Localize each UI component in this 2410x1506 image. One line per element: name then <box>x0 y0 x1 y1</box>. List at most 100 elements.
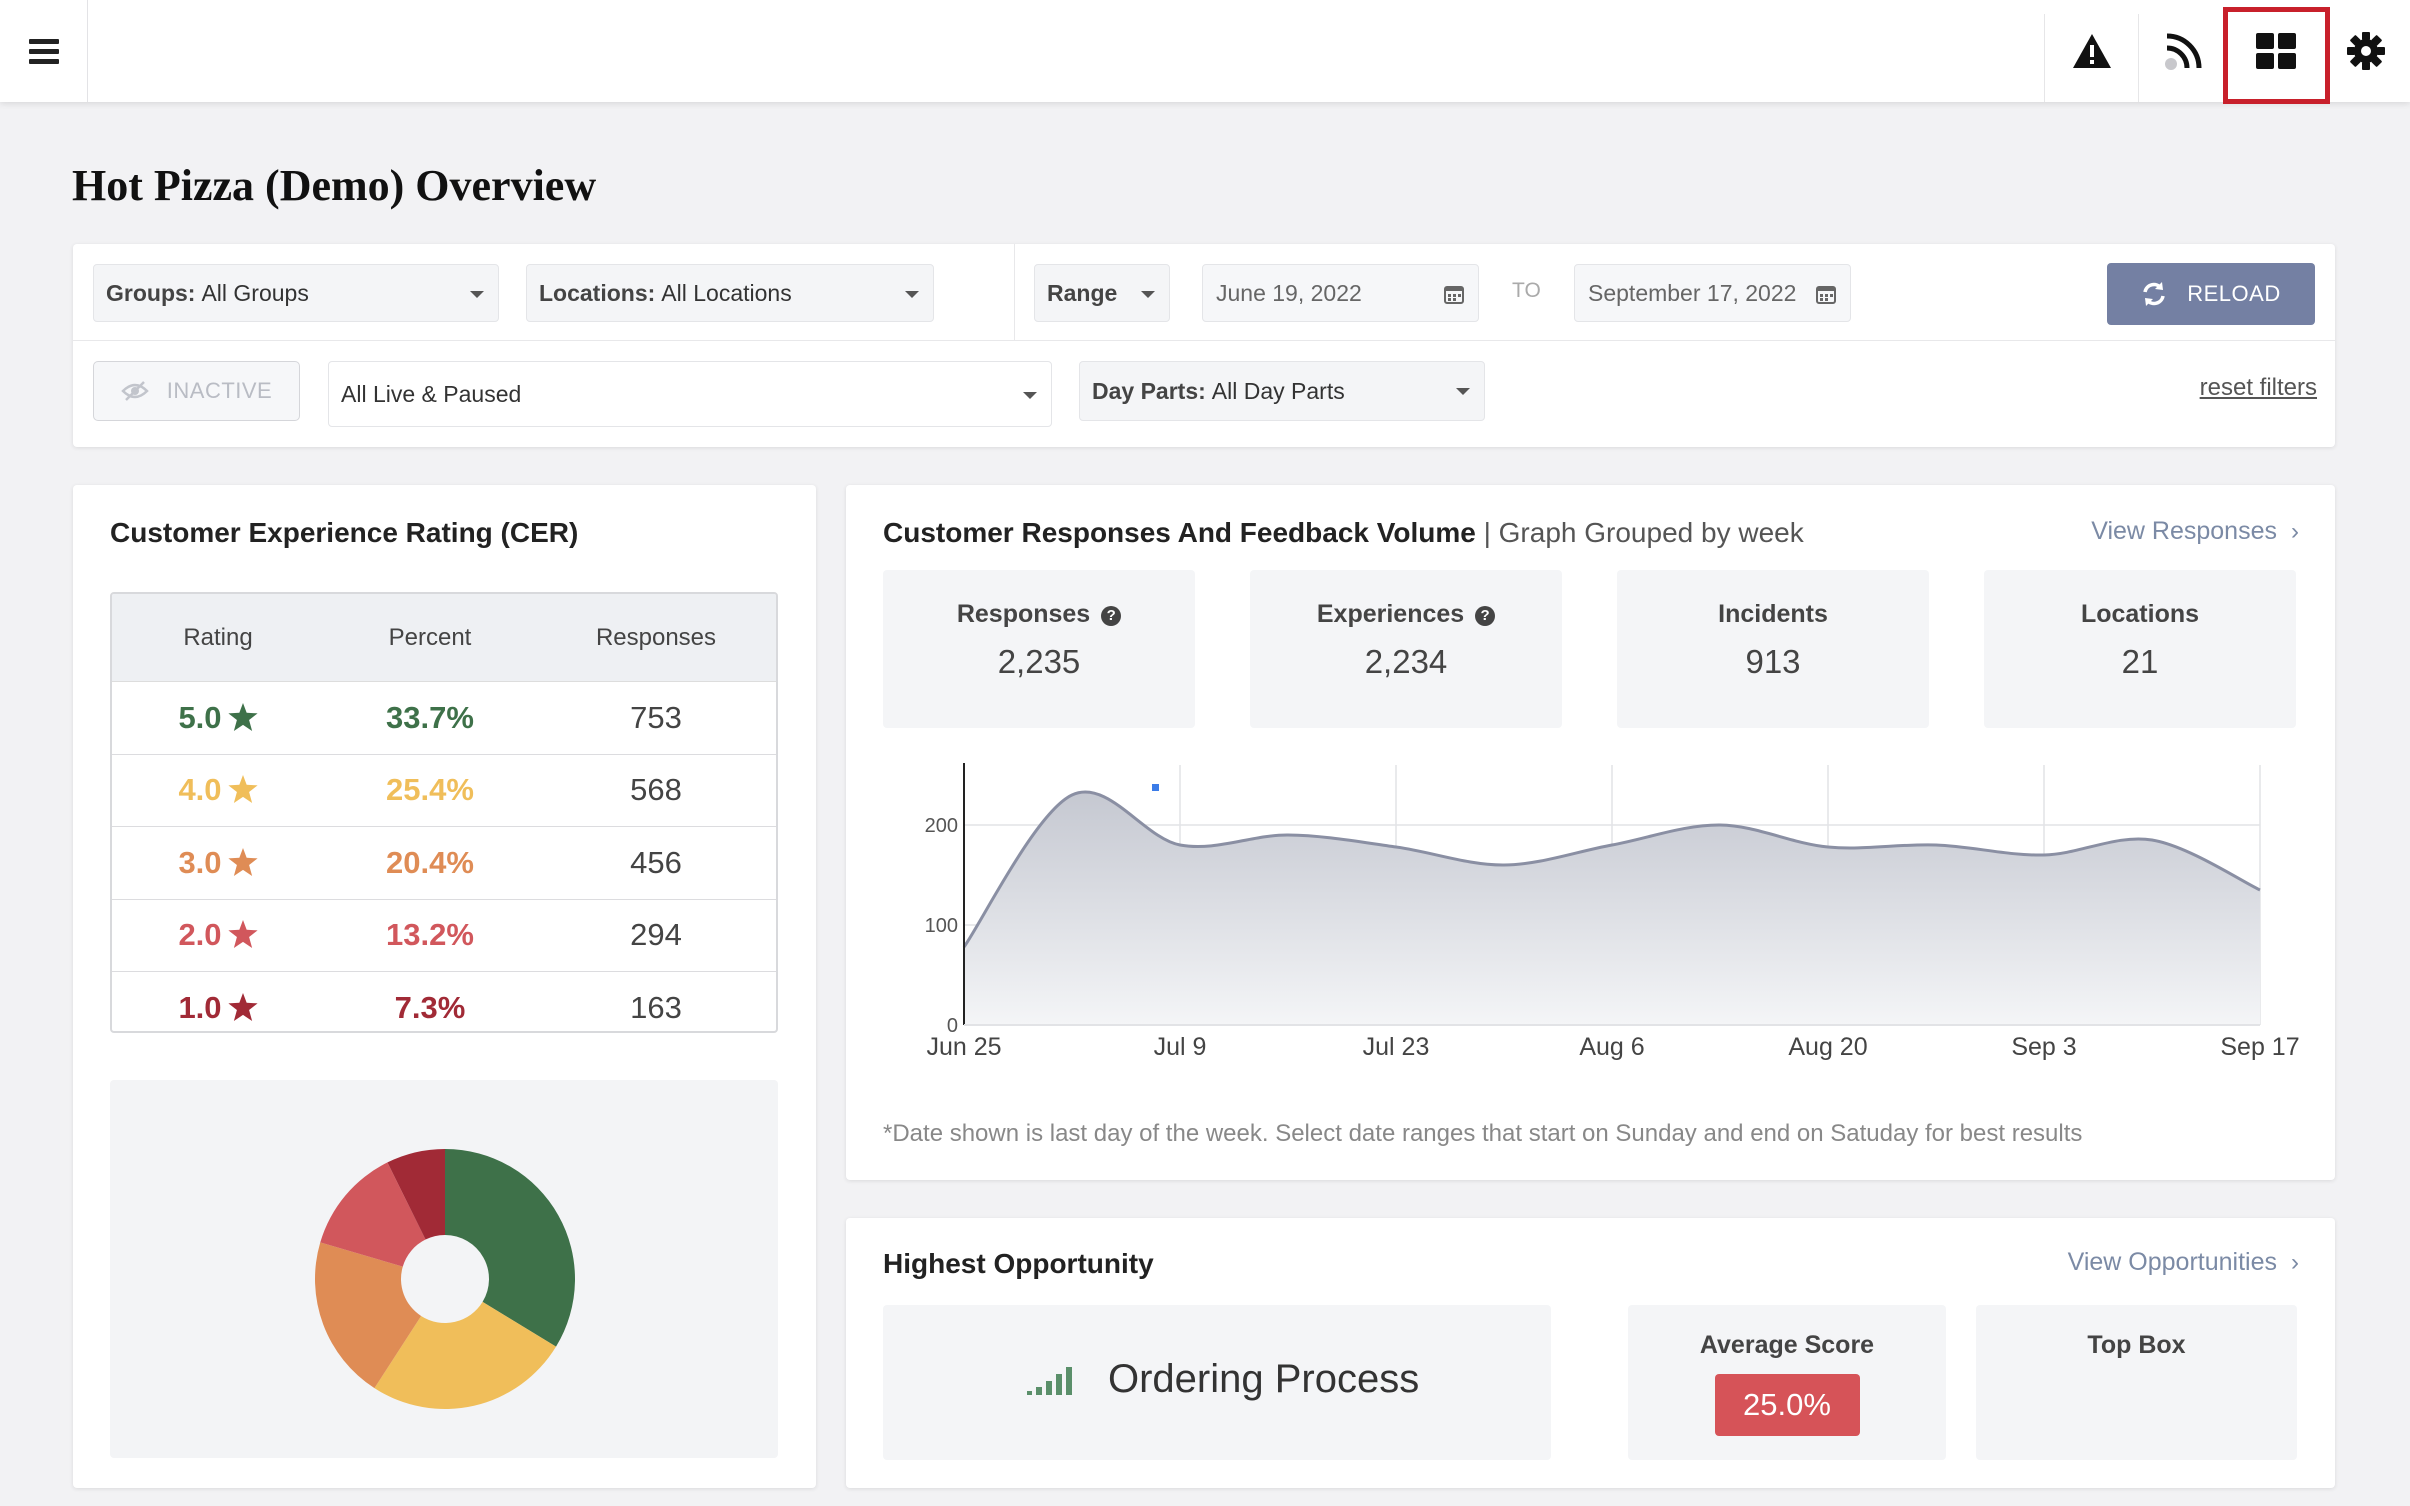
data-point-Jul 9[interactable] <box>1174 839 1186 851</box>
stat-locations: Locations 21 <box>1984 570 2296 728</box>
data-point-Jul 23[interactable] <box>1390 841 1402 853</box>
range-select-label: Range <box>1047 279 1118 306</box>
data-point-Jul 16[interactable] <box>1282 829 1294 841</box>
view-opportunities-label: View Opportunities <box>2067 1248 2277 1276</box>
pie-slice-1.0[interactable] <box>387 1149 445 1240</box>
view-responses-link[interactable]: View Responses › <box>2091 517 2299 546</box>
average-score-label: Average Score <box>1699 1331 1875 1359</box>
reload-button-label: RELOAD <box>2187 281 2281 306</box>
rating-value: 5.0 <box>178 699 222 735</box>
start-date-input[interactable]: June 19, 2022 <box>1202 264 1479 322</box>
top-bar <box>0 0 2410 104</box>
reload-button[interactable]: RELOAD <box>2107 263 2315 325</box>
data-point-Sep 17[interactable] <box>2254 884 2266 896</box>
end-date-input[interactable]: September 17, 2022 <box>1574 264 1851 322</box>
help-icon[interactable]: ? <box>1475 606 1496 626</box>
pie-slice-2.0[interactable] <box>320 1162 426 1267</box>
end-date-value: September 17, 2022 <box>1588 279 1797 306</box>
percent-cell: 13.2% <box>386 917 474 953</box>
opportunity-item[interactable]: Ordering Process <box>883 1305 1551 1460</box>
percent-cell: 7.3% <box>394 990 466 1026</box>
responses-panel: Customer Responses And Feedback Volume |… <box>846 485 2335 1180</box>
stat-value: 2,235 <box>997 643 1081 680</box>
y-tick-label: 0 <box>947 1015 958 1037</box>
table-row: 5.0 33.7% 753 <box>112 682 776 755</box>
opportunity-name: Ordering Process <box>1108 1357 1420 1401</box>
chevron-down-icon <box>1141 291 1155 298</box>
topbar-separator <box>2138 14 2139 102</box>
rating-value: 1.0 <box>178 990 222 1026</box>
data-point-Aug 6[interactable] <box>1606 839 1618 851</box>
data-point-Jun 25[interactable] <box>958 941 970 953</box>
responses-subtitle: | Graph Grouped by week <box>1483 517 1804 548</box>
series-line <box>962 790 2261 948</box>
star-icon <box>227 993 258 1022</box>
responses-title: Customer Responses And Feedback Volume |… <box>883 517 1804 549</box>
responses-cell: 294 <box>630 917 682 953</box>
data-point-Jul 2[interactable] <box>1066 789 1078 801</box>
rating-cell: 1.0 <box>112 990 324 1026</box>
groups-select[interactable]: Groups: All Groups <box>93 264 499 322</box>
filters-divider <box>1014 244 1015 340</box>
day-parts-select-label: Day Parts: <box>1092 377 1206 404</box>
feed-button[interactable] <box>2138 0 2230 102</box>
reset-filters-link[interactable]: reset filters <box>2199 374 2317 401</box>
alerts-button[interactable] <box>2046 0 2138 102</box>
locations-select[interactable]: Locations: All Locations <box>526 264 934 322</box>
to-label: TO <box>1512 279 1541 302</box>
area-fill <box>964 791 2260 1025</box>
help-icon[interactable]: ? <box>1101 606 1122 626</box>
stat-label: Experiences ? <box>1250 600 1562 629</box>
table-row: 2.0 13.2% 294 <box>112 900 776 972</box>
inactive-toggle-button[interactable]: INACTIVE <box>93 361 300 421</box>
chart-footnote: *Date shown is last day of the week. Sel… <box>883 1120 2083 1147</box>
settings-button[interactable] <box>2322 0 2410 102</box>
chevron-down-icon <box>1023 392 1037 399</box>
groups-select-value: All Groups <box>201 279 309 306</box>
average-score-badge: 25.0% <box>1714 1374 1860 1436</box>
pie-slice-5.0[interactable] <box>445 1149 575 1347</box>
responses-cell: 456 <box>630 844 682 880</box>
top-box-box: Top Box <box>1976 1305 2297 1460</box>
status-select-value: All Live & Paused <box>341 380 522 407</box>
rating-cell: 5.0 <box>112 700 324 736</box>
y-tick-label: 200 <box>925 815 958 837</box>
star-icon <box>227 920 258 949</box>
stat-value: 913 <box>1745 643 1801 680</box>
view-opportunities-link[interactable]: View Opportunities › <box>2068 1248 2299 1277</box>
view-responses-label: View Responses <box>2091 517 2277 545</box>
alert-triangle-icon <box>2073 34 2111 68</box>
dashboard-grid-icon <box>2256 33 2296 69</box>
y-tick-label: 100 <box>925 915 958 937</box>
status-select[interactable]: All Live & Paused <box>328 361 1052 427</box>
data-point-Aug 27[interactable] <box>1930 839 1942 851</box>
top-box-label: Top Box <box>2087 1331 2186 1359</box>
menu-button[interactable] <box>0 0 88 102</box>
signal-bars-icon <box>1027 1367 1072 1395</box>
day-parts-select[interactable]: Day Parts: All Day Parts <box>1079 361 1485 421</box>
groups-select-label: Groups: <box>106 279 196 306</box>
range-select[interactable]: Range <box>1034 264 1170 322</box>
dashboard-button[interactable] <box>2230 0 2322 102</box>
star-icon <box>227 702 258 731</box>
filters-divider <box>73 340 2335 341</box>
responses-title-text: Customer Responses And Feedback Volume <box>883 517 1476 548</box>
topbar-separator <box>2044 14 2045 102</box>
stat-label: Incidents <box>1718 600 1828 628</box>
percent-cell: 25.4% <box>386 772 474 808</box>
pie-slice-4.0[interactable] <box>374 1301 557 1409</box>
responses-cell: 753 <box>630 699 682 735</box>
pie-slice-3.0[interactable] <box>315 1242 422 1389</box>
data-point-Aug 20[interactable] <box>1822 841 1834 853</box>
stat-value: 2,234 <box>1364 643 1448 680</box>
data-point-Aug 13[interactable] <box>1714 819 1726 831</box>
x-tick-label: Aug 6 <box>1579 1033 1644 1061</box>
data-point-Sep 3[interactable] <box>2038 849 2050 861</box>
star-icon <box>227 847 258 876</box>
table-row: 1.0 7.3% 163 <box>112 972 776 1031</box>
percent-cell: 20.4% <box>386 844 474 880</box>
data-point-Jul 30[interactable] <box>1498 859 1510 871</box>
data-point-Sep 10[interactable] <box>2146 834 2158 846</box>
stat-value: 21 <box>2121 643 2159 680</box>
menu-icon <box>28 36 59 66</box>
